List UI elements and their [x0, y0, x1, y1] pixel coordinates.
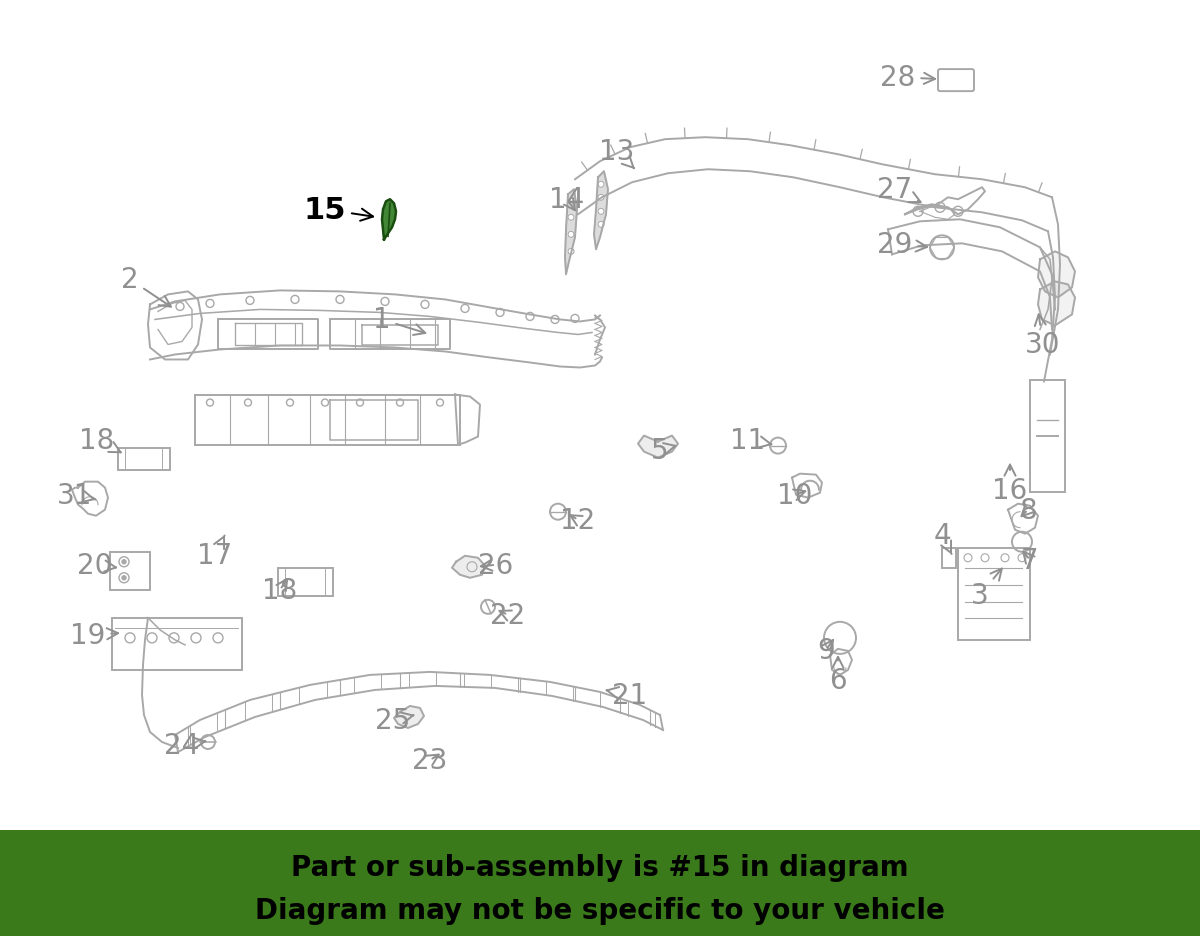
Text: 4: 4 — [934, 521, 952, 554]
Text: 17: 17 — [197, 535, 233, 569]
Circle shape — [598, 182, 604, 188]
Text: 18: 18 — [79, 426, 121, 454]
Text: 14: 14 — [550, 186, 584, 214]
Text: 27: 27 — [877, 176, 920, 204]
Bar — [942, 548, 956, 568]
Text: 25: 25 — [376, 707, 414, 734]
Text: 2: 2 — [121, 266, 170, 307]
Text: 5: 5 — [652, 436, 676, 464]
Text: 31: 31 — [58, 481, 96, 509]
Text: 1: 1 — [373, 306, 425, 336]
Polygon shape — [594, 172, 608, 250]
Text: 12: 12 — [560, 506, 595, 534]
Polygon shape — [452, 556, 485, 578]
Circle shape — [568, 249, 574, 256]
Text: 29: 29 — [877, 231, 928, 259]
Text: 8: 8 — [1019, 496, 1037, 524]
Polygon shape — [638, 436, 678, 458]
Polygon shape — [1038, 282, 1075, 326]
Text: 6: 6 — [829, 657, 847, 695]
Text: 18: 18 — [263, 577, 298, 604]
Text: Diagram may not be specific to your vehicle: Diagram may not be specific to your vehi… — [256, 896, 944, 924]
Polygon shape — [565, 190, 577, 275]
Circle shape — [568, 232, 574, 238]
Text: 3: 3 — [971, 569, 1002, 609]
Text: 23: 23 — [413, 746, 448, 774]
Circle shape — [568, 199, 574, 205]
Text: 19: 19 — [71, 622, 118, 650]
Text: Part or sub-assembly is #15 in diagram: Part or sub-assembly is #15 in diagram — [292, 854, 908, 881]
Circle shape — [568, 215, 574, 221]
Bar — [110, 552, 150, 591]
Bar — [278, 568, 334, 596]
Text: 26: 26 — [479, 551, 514, 579]
Text: 7: 7 — [1021, 547, 1039, 574]
Text: 16: 16 — [992, 465, 1027, 505]
Polygon shape — [394, 706, 424, 728]
Circle shape — [598, 209, 604, 215]
Text: 15: 15 — [304, 196, 373, 225]
Text: 28: 28 — [881, 64, 935, 92]
Text: 13: 13 — [599, 138, 635, 169]
Bar — [118, 448, 170, 470]
Bar — [958, 548, 1030, 640]
Bar — [1030, 380, 1066, 492]
Circle shape — [598, 195, 604, 201]
Text: 24: 24 — [164, 731, 205, 759]
Text: 10: 10 — [778, 481, 812, 509]
Text: 30: 30 — [1025, 315, 1061, 359]
Text: 9: 9 — [817, 636, 835, 665]
Text: 11: 11 — [731, 426, 772, 454]
Polygon shape — [1038, 252, 1075, 298]
Bar — [112, 618, 242, 670]
Circle shape — [122, 577, 126, 580]
Circle shape — [122, 560, 126, 564]
Circle shape — [598, 222, 604, 228]
Text: 21: 21 — [606, 681, 648, 709]
Text: 20: 20 — [77, 551, 116, 579]
Text: 22: 22 — [491, 601, 526, 629]
Polygon shape — [382, 200, 396, 240]
